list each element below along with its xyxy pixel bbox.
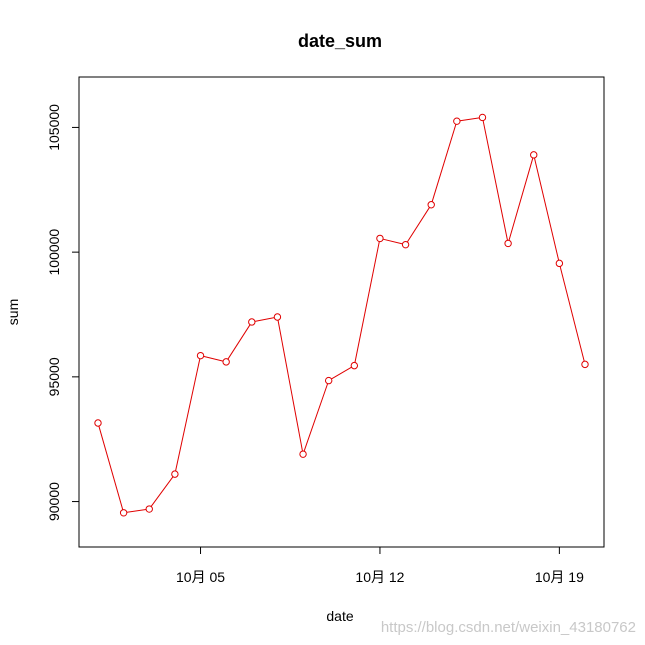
series-line-segment — [203, 355, 224, 362]
plot-frame — [78, 76, 605, 548]
series-line-segment — [559, 266, 585, 362]
data-point — [273, 313, 282, 321]
series-line-segment — [98, 425, 124, 510]
data-point — [376, 234, 384, 243]
series-line-segment — [175, 358, 201, 472]
series-line-segment — [459, 117, 480, 122]
series-line-segment — [431, 124, 457, 202]
y-axis-label: sum — [5, 299, 21, 325]
data-point — [119, 509, 128, 517]
data-point — [555, 259, 564, 268]
data-point — [196, 351, 205, 360]
data-point — [427, 201, 435, 209]
data-point — [324, 376, 333, 385]
data-point — [478, 113, 487, 122]
x-tick-label: 10月 19 — [535, 569, 584, 585]
data-point — [453, 117, 461, 125]
x-axis-label: date — [326, 608, 353, 624]
y-tick-label: 105000 — [46, 104, 62, 151]
series-line-segment — [303, 383, 329, 452]
series-line-segment — [227, 324, 251, 360]
series-line-segment — [508, 157, 534, 241]
data-point — [145, 505, 153, 513]
data-point — [401, 240, 410, 249]
series-line-segment — [406, 207, 430, 243]
data-point — [222, 358, 230, 366]
series-line-segment — [277, 320, 303, 452]
data-point — [581, 360, 589, 369]
y-tick-label: 95000 — [46, 357, 62, 396]
y-tick-label: 100000 — [46, 229, 62, 276]
y-tick-label: 90000 — [46, 482, 62, 521]
series-line-segment — [331, 366, 352, 380]
data-point — [504, 239, 512, 248]
series-line-segment — [382, 238, 403, 245]
axes: 10月 05 10月 12 10月 19 90000 95000 100000 105000 — [46, 104, 584, 585]
series-layer — [94, 113, 589, 517]
data-point — [299, 450, 307, 458]
x-tick-label: 10月 12 — [355, 569, 404, 585]
series-line-segment — [533, 157, 560, 261]
data-point — [171, 470, 179, 478]
series-line-segment — [354, 241, 380, 363]
chart-title: date_sum — [298, 31, 382, 51]
watermark: https://blog.csdn.net/weixin_43180762 — [381, 619, 636, 636]
series-line-segment — [482, 120, 508, 241]
data-point — [350, 361, 359, 370]
data-point — [530, 151, 538, 159]
data-point — [94, 419, 102, 427]
data-point — [248, 318, 256, 326]
x-tick-label: 10月 05 — [176, 569, 225, 585]
series-line-segment — [150, 476, 174, 507]
series-line-segment — [126, 509, 147, 513]
series-line-segment — [254, 317, 275, 322]
